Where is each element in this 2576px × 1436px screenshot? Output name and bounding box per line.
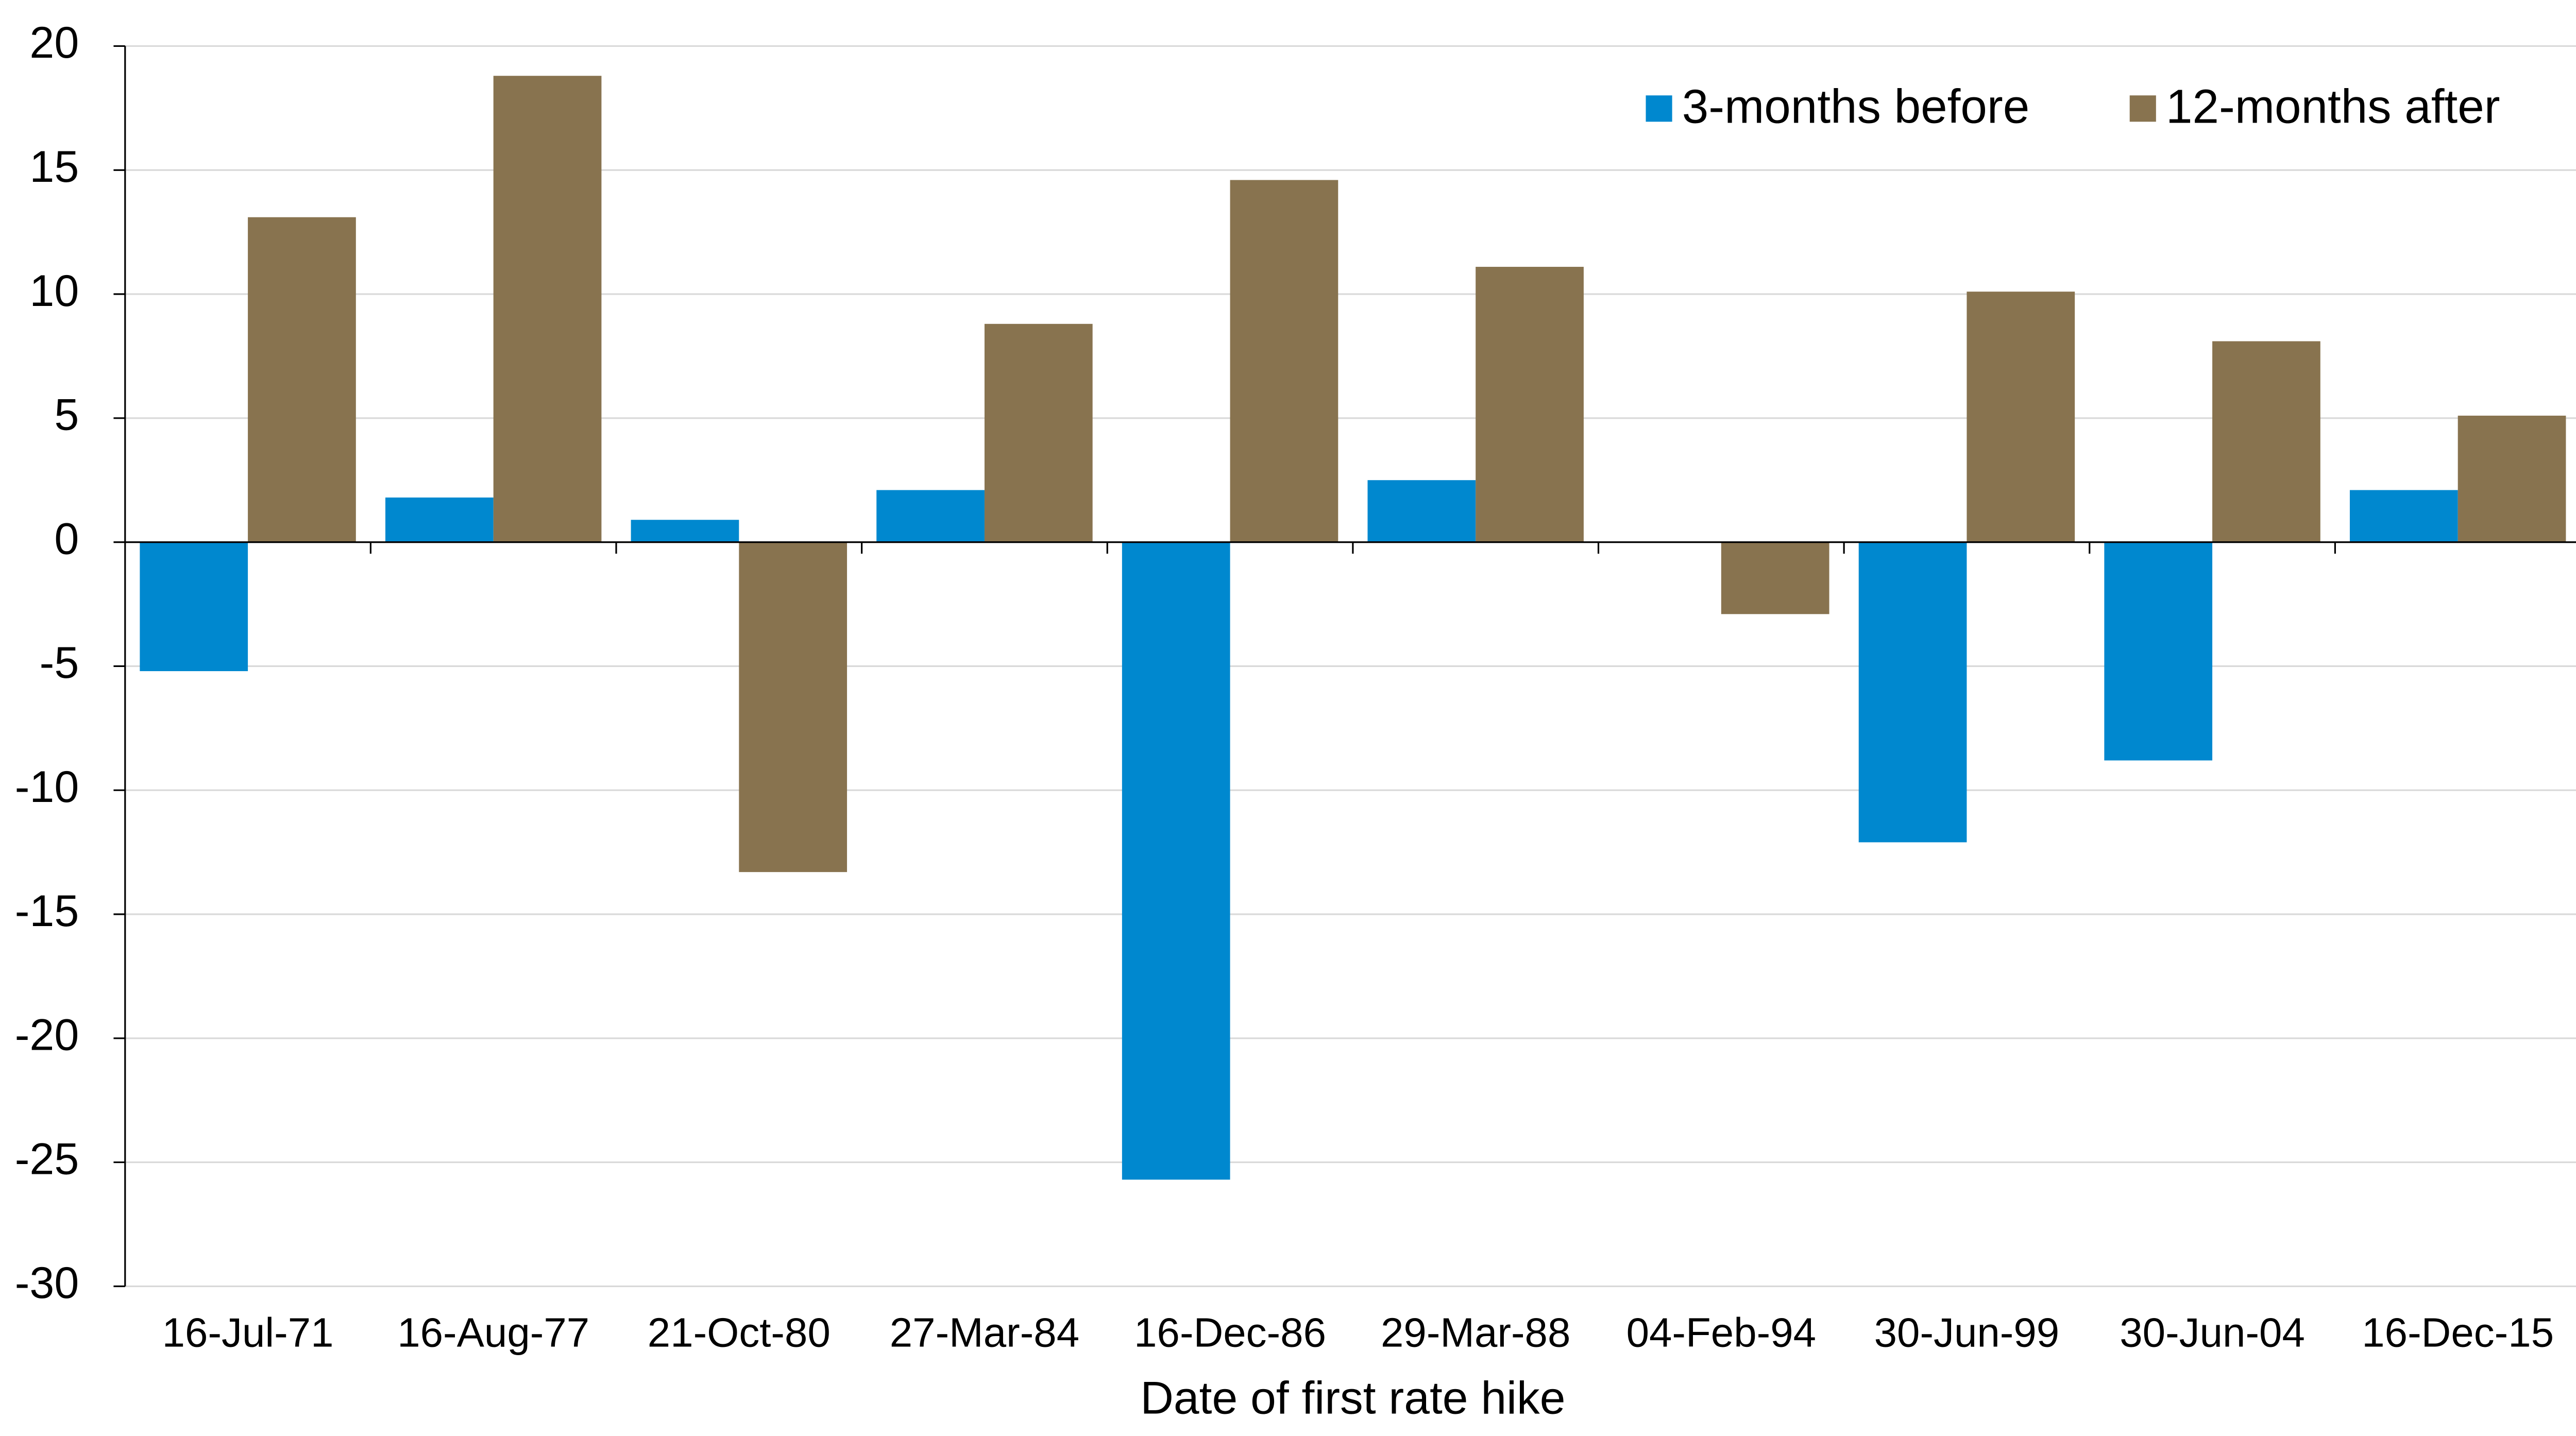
y-tick-label: -10 xyxy=(15,762,79,812)
y-tick-label: 0 xyxy=(54,514,79,563)
legend-label: 12-months after xyxy=(2166,79,2500,133)
x-tick-label: 16-Jul-71 xyxy=(162,1309,334,1355)
x-tick-label: 16-Dec-15 xyxy=(2362,1309,2554,1355)
x-tick-label: 29-Mar-88 xyxy=(1381,1309,1570,1355)
bar xyxy=(876,490,985,542)
bar xyxy=(631,520,739,542)
bar xyxy=(2458,415,2566,542)
legend-label: 3-months before xyxy=(1682,79,2029,133)
y-tick-label: -30 xyxy=(15,1258,79,1308)
y-tick-label: 5 xyxy=(54,390,79,440)
x-tick-label: 16-Aug-77 xyxy=(397,1309,589,1355)
bar xyxy=(2349,490,2458,542)
bar xyxy=(140,542,248,672)
y-tick-label: 10 xyxy=(29,266,79,316)
y-tick-label: 20 xyxy=(29,18,79,67)
bar xyxy=(248,217,356,542)
bar xyxy=(385,497,494,542)
bar xyxy=(493,76,602,542)
y-tick-label: -5 xyxy=(40,638,79,688)
bar xyxy=(1721,542,1829,614)
bar xyxy=(1476,267,1584,542)
legend-swatch xyxy=(1646,95,1672,122)
y-tick-label: 15 xyxy=(29,142,79,192)
bar xyxy=(739,542,848,873)
bar xyxy=(1367,480,1476,542)
x-tick-label: 30-Jun-99 xyxy=(1874,1309,2060,1355)
y-tick-label: -15 xyxy=(15,886,79,936)
x-tick-label: 04-Feb-94 xyxy=(1626,1309,1816,1355)
bar xyxy=(1967,292,2075,542)
x-axis-title: Date of first rate hike xyxy=(1140,1372,1565,1424)
x-tick-label: 27-Mar-84 xyxy=(890,1309,1079,1355)
y-tick-label: -20 xyxy=(15,1011,79,1060)
bar xyxy=(984,323,1093,542)
x-tick-label: 30-Jun-04 xyxy=(2120,1309,2305,1355)
bar xyxy=(2212,341,2320,542)
x-tick-label: 16-Dec-86 xyxy=(1134,1309,1326,1355)
bar xyxy=(2104,542,2213,761)
x-tick-label: 21-Oct-80 xyxy=(648,1309,831,1355)
bar xyxy=(1230,180,1338,542)
bar xyxy=(1122,542,1230,1180)
y-tick-label: -25 xyxy=(15,1134,79,1184)
bar xyxy=(1858,542,1967,843)
legend-swatch xyxy=(2129,95,2156,122)
